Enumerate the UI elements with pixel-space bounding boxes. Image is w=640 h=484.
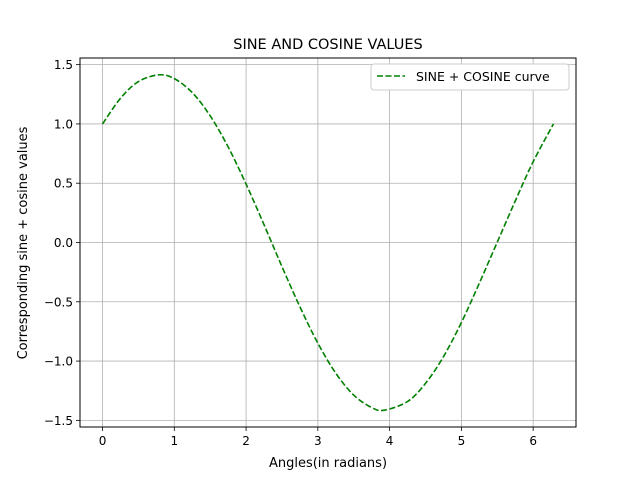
- chart-title: SINE AND COSINE VALUES: [233, 37, 423, 53]
- x-tick-label: 3: [314, 434, 322, 448]
- y-tick-label: 1.5: [54, 58, 73, 72]
- y-tick-label: 0.5: [54, 177, 73, 191]
- y-tick-label: 0.0: [54, 236, 73, 250]
- y-axis-ticks: −1.5 −1.0 −0.5 0.0 0.5 1.0 1.5: [44, 58, 80, 428]
- x-tick-label: 4: [386, 434, 394, 448]
- legend-box: [370, 63, 570, 91]
- legend: SINE + COSINE curve: [370, 63, 570, 91]
- y-axis-label: Corresponding sine + cosine values: [16, 126, 31, 359]
- y-tick-label: −1.0: [44, 355, 73, 369]
- series-line-0: [101, 73, 555, 412]
- x-tick-label: 2: [242, 434, 250, 448]
- grid: [80, 58, 576, 427]
- x-axis-ticks: 0 1 2 3 4 5 6: [99, 427, 537, 448]
- y-tick-label: 1.0: [54, 117, 73, 131]
- x-tick-label: 5: [458, 434, 466, 448]
- y-tick-label: −1.5: [44, 414, 73, 428]
- legend-entry-label: SINE + COSINE curve: [416, 69, 550, 84]
- x-tick-label: 1: [170, 434, 178, 448]
- y-tick-label: −0.5: [44, 295, 73, 309]
- series-layer: [101, 73, 555, 412]
- x-axis-label: Angles(in radians): [269, 456, 387, 471]
- x-tick-label: 6: [529, 434, 537, 448]
- x-tick-label: 0: [99, 434, 107, 448]
